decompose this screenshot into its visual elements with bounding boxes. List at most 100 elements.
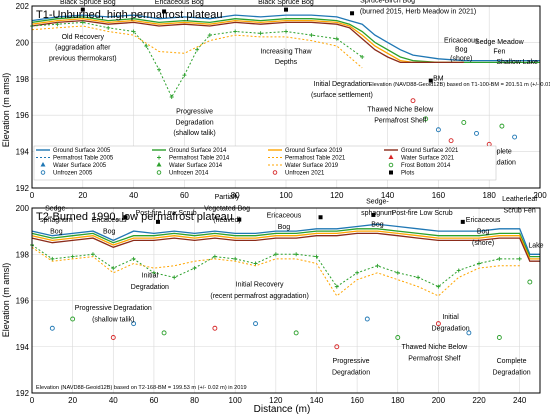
legend-label: Ground Surface 2021 [401,148,459,154]
x-tick-label: 140 [310,396,324,405]
permafrost-point [80,20,85,25]
permafrost-point [157,67,161,72]
y-tick-label: 198 [16,75,30,84]
series-line [31,232,540,262]
plot-marker [350,11,355,16]
permafrost-point [416,275,421,280]
plot-marker [155,219,160,224]
plot-frame [31,207,541,394]
unfrozen-point [293,330,299,336]
permafrost-point [131,29,136,34]
annotation: (recent permafrost aggradation) [210,293,308,300]
annotation: Degradation [332,370,370,377]
permafrost-point [436,284,441,289]
annotation: Fen [493,48,505,55]
annotation: Ericaceous [444,37,479,44]
x-tick-label: 240 [513,396,527,405]
series-line [31,223,540,255]
unfrozen-point [448,138,454,144]
legend-label: Frost Bottom 2014 [401,163,451,169]
x-tick-label: 200 [533,191,547,200]
permafrost-point [334,36,339,41]
permafrost-point [50,256,55,261]
unfrozen-point [334,344,340,350]
y-tick-label: 198 [16,250,30,259]
x-axis-label: Distance (m) [254,404,311,415]
series-line [31,230,540,260]
permafrost-point [182,73,187,78]
permafrost-point [192,266,197,271]
x-tick-label: 180 [391,396,405,405]
unfrozen-point [70,316,76,322]
permafrost-point [111,266,116,271]
y-axis-label-bottom: Elevation (m amsl) [1,263,11,338]
annotation: Leatherleaf [502,196,537,203]
annotation: Ericaceous [466,217,501,224]
unfrozen-point [410,98,416,104]
annotation: (surface settlement) [311,92,373,99]
unfrozen-point [131,321,137,327]
annotation: Sedge- [45,205,68,212]
annotation: Bog [278,224,291,231]
permafrost-point [360,54,365,59]
annotation: Initial [142,272,159,279]
x-tick-label: 0 [30,191,35,200]
legend-swatch [272,170,278,175]
unfrozen-point [435,127,441,133]
permafrost-point [334,284,339,289]
plot-marker [318,215,323,220]
annotation: Bog [477,228,490,235]
annotation: BM [433,76,444,83]
annotation: Thawed Niche Below [401,344,468,351]
panel-t1: 0 20 40 60 80 100 120 140 160 180 200 192 194 196 198 2… [16,0,550,200]
legend-swatch [40,170,46,175]
series-line [31,19,464,64]
legend-label: Permafrost Table 2005 [53,156,114,162]
x-tick-label: 160 [350,396,364,405]
permafrost-point [294,252,299,257]
series-line [31,14,540,62]
legend-label: Water Surface 2021 [401,156,455,162]
x-tick-label: 180 [483,191,497,200]
annotation: Permafrost Shelf [374,117,426,124]
unfrozen-point [435,321,441,327]
annotation: Degradation [432,326,470,333]
x-tick-label: 60 [180,191,189,200]
legend-label: Unfrozen 2014 [169,171,209,177]
chart-title: T2-Burned 1990, low permafrost plateau [36,211,233,223]
annotation: Sedge Meadow [475,39,525,46]
plot-marker [80,7,85,12]
annotation: Spruce-Birch Bog [360,0,415,4]
permafrost-point [456,268,461,273]
y-tick-label: 200 [16,38,30,47]
x-tick-label: 80 [190,396,199,405]
unfrozen-point [474,130,479,136]
annotation: Ericaceous [267,212,302,219]
permafrost-point [55,22,60,27]
annotation: Scrub Fen [504,208,536,215]
permafrost-point [212,254,217,259]
annotation: Degradation [478,159,516,166]
annotation: (shore) [472,240,494,247]
annotation: Permafrost Shelf [408,356,460,363]
unfrozen-point [499,123,505,129]
annotation: Lake [528,242,543,249]
legend-label: Ground Surface 2019 [285,148,343,154]
legend-swatch [157,155,161,160]
x-tick-label: 120 [330,191,344,200]
permafrost-point [195,47,200,52]
panel-t2: 0 20 40 60 80 100 120 140 160 180 200 220 2401921941… [16,194,544,405]
x-tick-label: 80 [231,191,240,200]
legend-swatch [389,170,393,175]
permafrost-point [233,29,238,34]
permafrost-point [284,29,288,34]
annotation: (aggradation after [55,45,111,52]
permafrost-point [258,31,263,36]
annotation: (burned 2015, Herb Meadow in 2021) [360,8,476,15]
x-tick-label: 40 [129,191,138,200]
permafrost-point [314,254,319,259]
annotation: Bog [455,47,468,54]
x-tick-label: 60 [149,396,158,405]
plot-marker [237,217,242,222]
